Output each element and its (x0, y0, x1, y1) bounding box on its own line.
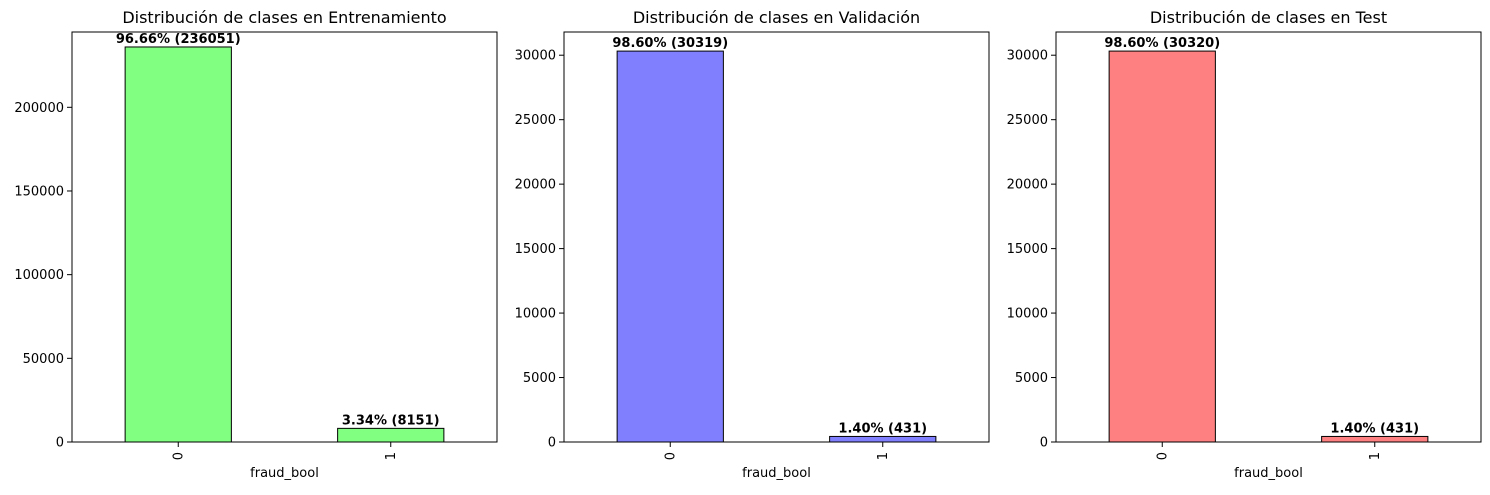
y-tick-label: 0 (56, 436, 64, 451)
data-label: 1.40% (431) (1330, 421, 1419, 436)
bar-1 (337, 427, 445, 443)
y-tick-label: 20000 (1007, 178, 1048, 193)
chart-panel-2: 98.60% (30319) 0 1.40% (431) 1 0 5000 10000 150… (515, 8, 990, 481)
y-tick-label: 25000 (515, 113, 556, 128)
data-label: 98.60% (30320) (1104, 36, 1220, 51)
y-tick-label: 30000 (1007, 49, 1048, 64)
y-tick-label: 0 (548, 436, 556, 451)
y-tick-label: 15000 (1007, 242, 1048, 257)
y-tick-label: 50000 (23, 352, 64, 367)
bar-0 (1108, 50, 1216, 443)
x-axis-label: fraud_bool (250, 466, 319, 481)
bar-1 (829, 435, 937, 443)
axes-frame (563, 31, 990, 443)
data-label: 98.60% (30319) (612, 36, 728, 51)
x-tick-label: 1 (876, 452, 891, 460)
data-label: 1.40% (431) (838, 421, 927, 436)
x-tick-label: 0 (1155, 452, 1170, 460)
y-tick-label: 15000 (515, 242, 556, 257)
data-label: 3.34% (8151) (342, 413, 440, 428)
y-tick-label: 25000 (1007, 113, 1048, 128)
y-tick-label: 5000 (523, 371, 556, 386)
data-label: 96.66% (236051) (116, 32, 241, 47)
x-tick-label: 1 (1368, 452, 1383, 460)
chart-title: Distribución de clases en Test (1150, 8, 1387, 27)
y-tick-label: 30000 (515, 49, 556, 64)
y-tick-label: 150000 (14, 184, 64, 199)
y-tick-label: 0 (1040, 436, 1048, 451)
bar-0 (616, 50, 724, 443)
y-tick-label: 100000 (14, 268, 64, 283)
x-tick-label: 0 (171, 452, 186, 460)
chart-title: Distribución de clases en Entrenamiento (122, 8, 446, 27)
x-axis-label: fraud_bool (742, 466, 811, 481)
y-tick-label: 10000 (1007, 307, 1048, 322)
y-tick-label: 200000 (14, 101, 64, 116)
x-tick-label: 1 (384, 452, 399, 460)
y-tick-label: 5000 (1015, 371, 1048, 386)
chart-panel-1: 96.66% (236051) 0 3.34% (8151) 1 0 50000 10000… (14, 8, 498, 481)
y-tick-label: 20000 (515, 178, 556, 193)
chart-panel-3: 98.60% (30320) 0 1.40% (431) 1 0 5000 10000 150… (1007, 8, 1482, 481)
chart-title: Distribución de clases en Validación (633, 8, 920, 27)
y-tick-label: 10000 (515, 307, 556, 322)
bar-0 (124, 46, 232, 443)
axes-frame (71, 31, 498, 443)
x-axis-label: fraud_bool (1234, 466, 1303, 481)
bar-1 (1321, 435, 1429, 443)
axes-frame (1055, 31, 1482, 443)
x-tick-label: 0 (663, 452, 678, 460)
